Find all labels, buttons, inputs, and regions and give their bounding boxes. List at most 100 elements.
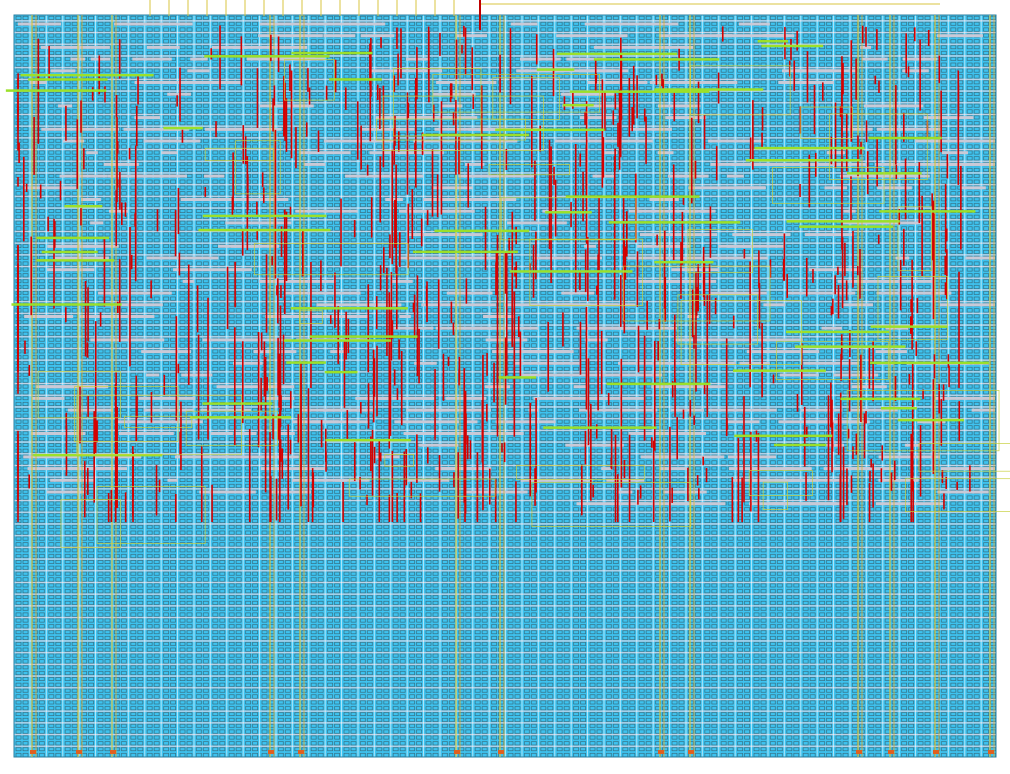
metal-fill bbox=[596, 303, 636, 307]
signal-route-h bbox=[509, 270, 633, 273]
signal-route-h bbox=[325, 438, 412, 442]
metal-fill bbox=[129, 174, 187, 178]
metal-fill bbox=[79, 315, 155, 318]
metal-fill bbox=[108, 209, 129, 213]
metal-fill bbox=[674, 338, 732, 342]
metal-fill bbox=[971, 408, 995, 412]
metal-fill bbox=[635, 209, 699, 213]
metal-fill bbox=[965, 256, 995, 260]
signal-route-h bbox=[189, 416, 292, 419]
signal-route-h bbox=[773, 443, 827, 447]
metal-fill bbox=[708, 408, 777, 412]
route-outline bbox=[531, 482, 692, 527]
metal-fill bbox=[171, 420, 195, 424]
metal-fill bbox=[883, 279, 935, 283]
metal-fill bbox=[772, 502, 837, 506]
signal-route-h bbox=[498, 376, 536, 379]
via-marker bbox=[688, 750, 694, 754]
signal-route-h bbox=[202, 214, 327, 218]
metal-fill bbox=[777, 162, 852, 166]
metal-fill bbox=[627, 256, 678, 260]
metal-fill bbox=[763, 303, 786, 307]
metal-fill bbox=[657, 151, 674, 155]
metal-fill bbox=[556, 34, 628, 38]
metal-fill bbox=[732, 478, 781, 482]
metal-fill bbox=[803, 361, 859, 365]
route-outline bbox=[776, 340, 889, 380]
via-marker bbox=[933, 750, 939, 754]
metal-fill bbox=[651, 385, 726, 389]
signal-route-h bbox=[291, 51, 373, 55]
route-outline bbox=[800, 106, 853, 139]
signal-route-h bbox=[608, 221, 741, 224]
metal-fill bbox=[138, 396, 196, 400]
metal-fill bbox=[143, 139, 201, 143]
metal-fill bbox=[32, 396, 61, 400]
metal-fill bbox=[163, 81, 243, 84]
route-outline bbox=[284, 59, 335, 101]
metal-fill bbox=[199, 490, 254, 494]
metal-fill bbox=[134, 116, 161, 120]
metal-fill bbox=[465, 420, 478, 424]
metal-fill bbox=[849, 408, 898, 412]
metal-fill bbox=[435, 467, 474, 471]
metal-fill bbox=[657, 104, 701, 108]
metal-fill bbox=[562, 92, 610, 96]
route-outline bbox=[748, 470, 813, 496]
route-outline bbox=[253, 243, 409, 276]
metal-fill bbox=[355, 396, 433, 400]
signal-route-h bbox=[163, 126, 203, 130]
metal-fill bbox=[59, 174, 108, 178]
metal-fill bbox=[654, 455, 725, 459]
metal-fill bbox=[418, 443, 459, 447]
metal-fill bbox=[513, 361, 582, 365]
metal-fill bbox=[942, 162, 995, 166]
metal-fill bbox=[617, 361, 669, 365]
metal-fill bbox=[839, 174, 905, 178]
metal-fill bbox=[937, 490, 989, 494]
signal-route-h bbox=[868, 136, 942, 140]
metal-fill bbox=[532, 256, 603, 260]
metal-fill bbox=[584, 338, 608, 342]
signal-route-h bbox=[202, 402, 273, 405]
signal-route-h bbox=[286, 361, 326, 364]
route-outline bbox=[376, 118, 526, 141]
metal-fill bbox=[260, 467, 326, 471]
metal-fill bbox=[233, 432, 257, 435]
signal-route-h bbox=[329, 78, 382, 81]
signal-route-h bbox=[556, 52, 678, 56]
metal-fill bbox=[804, 233, 855, 237]
metal-fill bbox=[565, 443, 624, 447]
metal-fill bbox=[516, 69, 529, 73]
metal-fill bbox=[522, 57, 543, 61]
route-outline bbox=[204, 147, 274, 161]
metal-fill bbox=[732, 233, 791, 237]
metal-fill bbox=[442, 209, 457, 213]
metal-fill bbox=[746, 350, 820, 354]
metal-fill bbox=[668, 502, 726, 506]
route-outline bbox=[60, 499, 122, 548]
metal-fill bbox=[62, 139, 85, 143]
metal-fill bbox=[972, 139, 995, 143]
metal-fill bbox=[231, 244, 258, 248]
signal-route-h bbox=[795, 345, 906, 348]
metal-fill bbox=[885, 326, 909, 330]
metal-fill bbox=[104, 303, 163, 307]
metal-fill bbox=[181, 373, 213, 377]
route-outline bbox=[918, 443, 1010, 472]
signal-route-h bbox=[880, 406, 917, 410]
routed-region bbox=[5, 0, 1010, 757]
metal-fill bbox=[778, 81, 814, 84]
metal-fill bbox=[561, 291, 595, 295]
metal-fill bbox=[665, 116, 707, 120]
route-outline bbox=[877, 276, 948, 341]
metal-fill bbox=[40, 45, 110, 49]
metal-fill bbox=[495, 420, 556, 424]
metal-fill bbox=[295, 209, 358, 213]
route-outline bbox=[235, 140, 281, 195]
metal-fill bbox=[537, 69, 616, 73]
metal-fill bbox=[533, 396, 612, 400]
metal-fill bbox=[617, 490, 633, 494]
